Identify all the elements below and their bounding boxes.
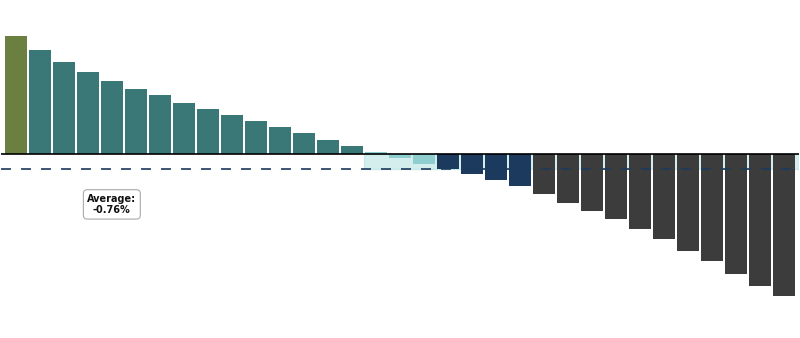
Bar: [173, 103, 195, 154]
Bar: [341, 146, 363, 154]
Bar: [5, 36, 27, 154]
Bar: [293, 134, 315, 154]
Bar: [773, 154, 795, 296]
Bar: [605, 154, 627, 219]
Bar: [101, 81, 123, 154]
Bar: [29, 50, 51, 154]
Bar: [364, 154, 798, 169]
Bar: [749, 154, 771, 286]
Bar: [485, 154, 507, 180]
Bar: [509, 154, 531, 186]
Bar: [461, 154, 483, 174]
Bar: [581, 154, 603, 211]
Bar: [245, 121, 267, 154]
Bar: [725, 154, 747, 274]
Bar: [149, 95, 171, 154]
Bar: [413, 154, 435, 164]
Bar: [437, 154, 459, 169]
Bar: [365, 152, 387, 154]
Bar: [317, 140, 339, 154]
Bar: [389, 154, 411, 158]
Bar: [125, 89, 147, 154]
Bar: [197, 109, 219, 154]
Bar: [269, 127, 291, 154]
Bar: [77, 72, 99, 154]
Bar: [53, 62, 75, 154]
Bar: [701, 154, 723, 261]
Bar: [221, 115, 243, 154]
Bar: [629, 154, 651, 229]
Bar: [677, 154, 699, 251]
Text: Average:
-0.76%: Average: -0.76%: [87, 194, 137, 215]
Bar: [653, 154, 675, 239]
Bar: [557, 154, 579, 202]
Bar: [533, 154, 555, 194]
